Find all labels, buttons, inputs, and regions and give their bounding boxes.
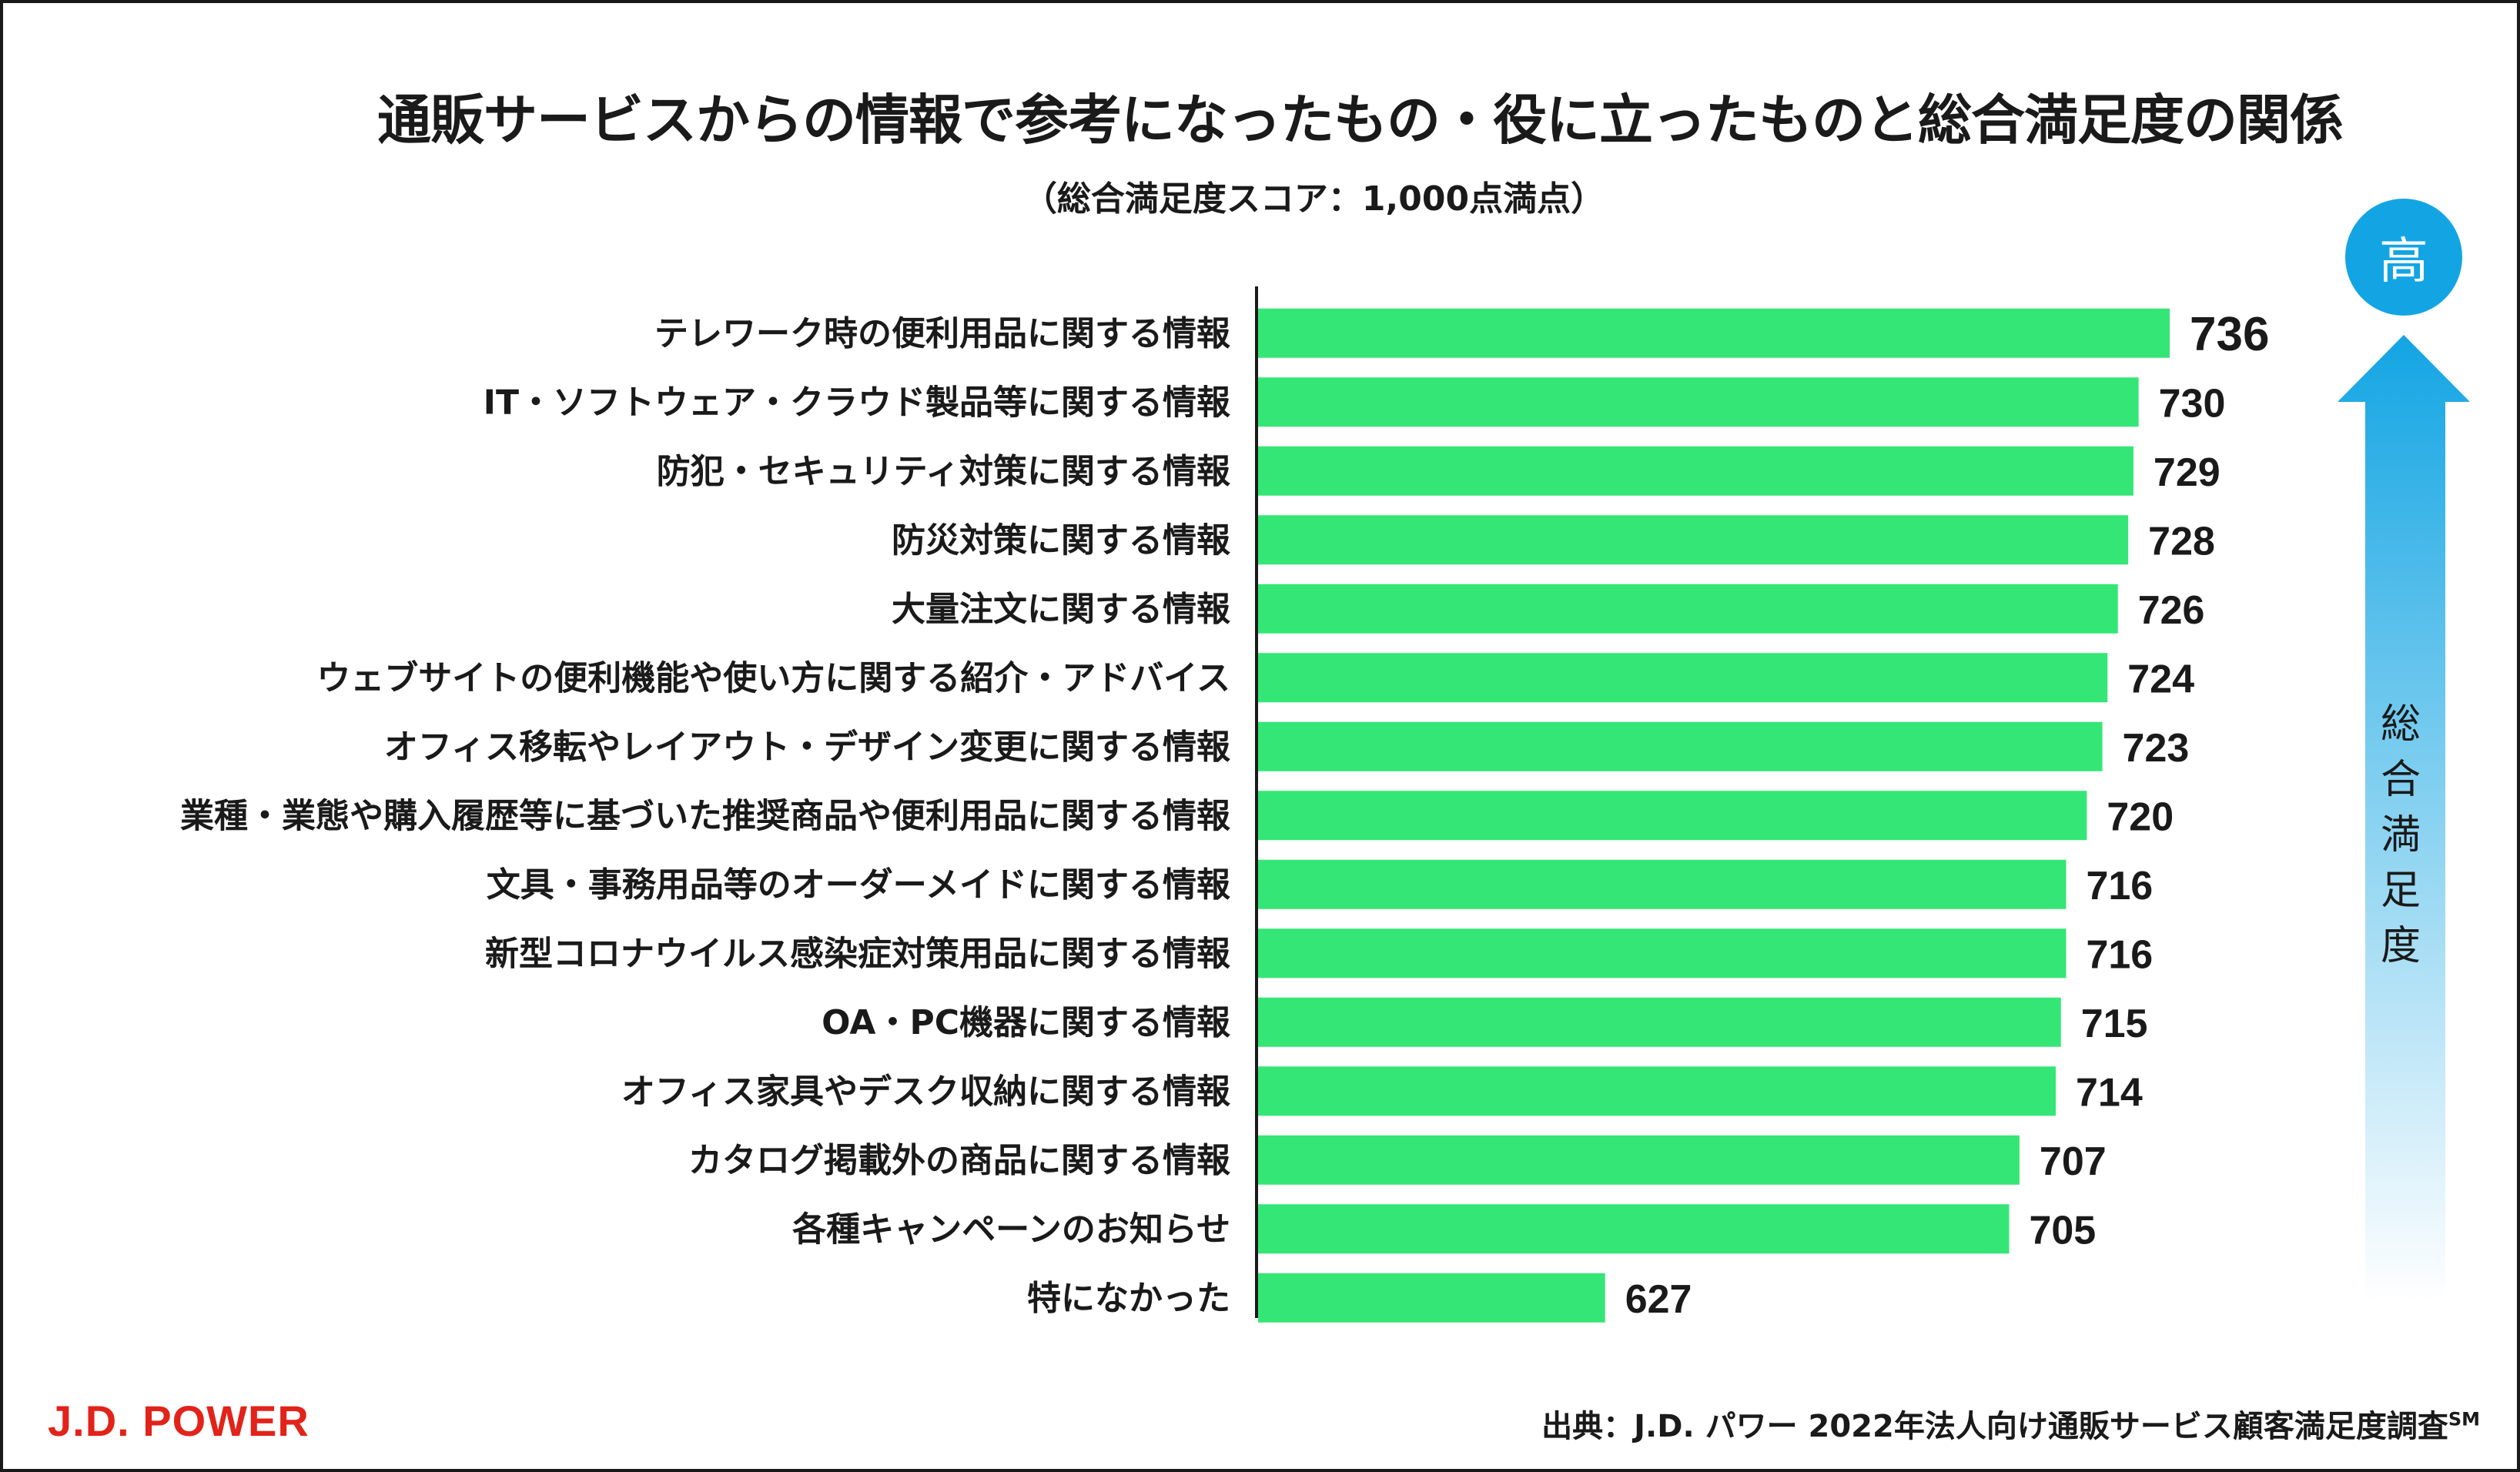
bar (1258, 791, 2087, 841)
high-badge: 高 (2345, 199, 2462, 316)
bar (1258, 1066, 2056, 1116)
indicator-char: 足 (2380, 868, 2421, 914)
value-label: 730 (2159, 381, 2226, 426)
category-label: 各種キャンペーンのお知らせ (792, 1209, 1230, 1249)
value-label: 716 (2086, 864, 2153, 908)
category-label: オフィス家具やデスク収納に関する情報 (621, 1072, 1230, 1111)
category-label: 新型コロナウイルス感染症対策用品に関する情報 (485, 934, 1230, 973)
bar (1258, 721, 2103, 771)
category-label: 業種・業態や購入履歴等に基づいた推奨商品や便利用品に関する情報 (180, 796, 1230, 835)
indicator-char: 合 (2380, 757, 2421, 803)
value-label: 724 (2127, 657, 2194, 701)
jd-power-logo: J.D. POWER (48, 1397, 310, 1445)
indicator-char: 満 (2380, 812, 2421, 858)
value-label: 736 (2190, 308, 2269, 361)
value-label: 729 (2154, 450, 2220, 495)
value-label: 707 (2040, 1139, 2107, 1184)
value-label: 720 (2107, 795, 2174, 839)
value-label: 715 (2081, 1002, 2148, 1046)
indicator-char: 度 (2380, 923, 2421, 969)
bar (1258, 997, 2061, 1047)
chart-subtitle: （総合満足度スコア：1,000点満点） (1022, 179, 1605, 219)
category-label: IT・ソフトウェア・クラウド製品等に関する情報 (484, 383, 1230, 422)
category-label: 防犯・セキュリティ対策に関する情報 (657, 452, 1230, 491)
up-arrow-icon (2338, 335, 2470, 1303)
category-label: オフィス移転やレイアウト・デザイン変更に関する情報 (384, 728, 1230, 767)
category-label: カタログ掲載外の商品に関する情報 (688, 1141, 1230, 1180)
bar (1258, 377, 2139, 427)
chart-title: 通販サービスからの情報で参考になったもの・役に立ったものと総合満足度の関係 (377, 89, 2344, 152)
value-label: 726 (2138, 588, 2205, 633)
category-label: 特になかった (1027, 1279, 1230, 1318)
value-label: 728 (2148, 519, 2215, 564)
value-label: 705 (2029, 1208, 2096, 1253)
category-label: テレワーク時の便利用品に関する情報 (654, 314, 1230, 353)
value-label: 627 (1625, 1277, 1692, 1322)
source-note: 出典：J.D. パワー 2022年法人向け通販サービス顧客満足度調査SM (1541, 1408, 2480, 1444)
bar (1258, 515, 2129, 565)
value-label: 714 (2076, 1070, 2143, 1115)
bar (1258, 653, 2108, 703)
category-label: 防災対策に関する情報 (892, 520, 1230, 560)
value-label: 716 (2086, 932, 2153, 977)
bar (1258, 584, 2118, 634)
category-label: 大量注文に関する情報 (892, 590, 1230, 629)
indicator-char: 総 (2380, 701, 2421, 748)
bar (1258, 1204, 2010, 1254)
bar (1258, 859, 2067, 909)
value-label: 723 (2123, 726, 2190, 771)
bar (1258, 1135, 2020, 1185)
category-label: OA・PC機器に関する情報 (822, 1003, 1230, 1042)
bar (1258, 308, 2170, 358)
bars-group: テレワーク時の便利用品に関する情報 736 IT・ソフトウェア・クラウド製品等に関す… (180, 308, 2269, 1323)
overall-satisfaction-label: 総合満足度 (2370, 697, 2431, 974)
category-label: ウェブサイトの便利機能や使い方に関する紹介・アドバイス (316, 658, 1230, 698)
bar (1258, 446, 2133, 496)
bar (1258, 928, 2067, 979)
category-label: 文具・事務用品等のオーダーメイドに関する情報 (487, 865, 1230, 905)
bar (1258, 1273, 1605, 1323)
